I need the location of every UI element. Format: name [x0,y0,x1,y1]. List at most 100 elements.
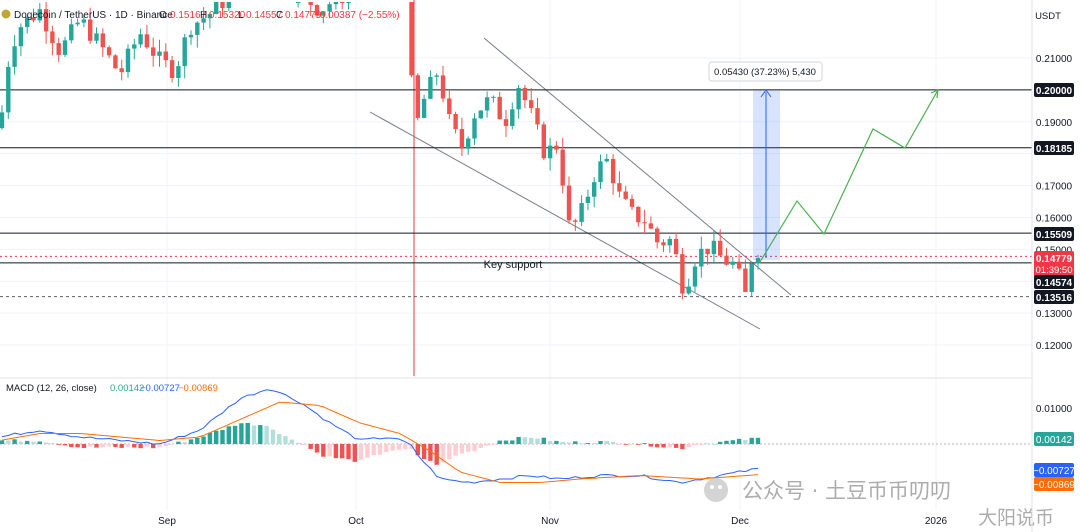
candle-body [522,87,528,101]
macd-hist-bar [125,444,131,447]
candle-body [579,202,584,222]
macd-hist-bar [415,444,420,456]
candle-body [484,97,490,111]
candle-body [182,37,187,67]
macd-hist-bar [377,444,383,455]
candle-body [421,98,427,118]
macd-hist-bar [239,423,244,444]
measure-label-box [708,61,823,82]
price-axis-tick: 0.15000 [1036,245,1073,256]
candle-body [736,261,742,269]
candle-body [18,27,24,47]
macd-hist-bar [245,422,250,444]
channel-upper-line[interactable] [483,37,792,296]
candle-body [415,75,420,118]
countdown-timer: 01:39:50 [1036,265,1073,276]
macd-hist-bar [755,437,761,444]
signal-badge: −0.00869 [1033,477,1075,491]
macd-hist-bar [692,444,698,446]
candle-body [705,248,710,255]
macd-hist-bar [56,444,61,445]
price-axis-tick: 0.17000 [1036,182,1073,193]
macd-hist-bar [188,439,194,444]
candle-body [692,266,698,287]
projection-path[interactable] [759,89,939,263]
svg-text:−0.00869: −0.00869 [1033,480,1075,491]
macd-hist-bar [88,444,93,447]
candle-body [648,223,654,229]
candle-body [434,75,439,77]
macd-hist-bar [0,440,5,444]
candle-body [497,96,502,120]
macd-hist-bar [94,444,99,448]
macd-hist-bar [100,444,105,448]
candle-body [56,43,61,55]
macd-hist-bar [585,443,591,444]
candle-body [699,248,704,267]
candle-body [327,4,332,12]
svg-text:0.20000: 0.20000 [1036,86,1073,97]
time-label-oct: Oct [348,516,364,527]
candle-body [75,22,80,25]
candle-body [598,161,603,183]
macd-hist-bar [403,444,408,450]
macd-hist-bar [62,444,68,446]
macd-title[interactable]: MACD (12, 26, close) [6,383,97,394]
candle-body [623,191,628,199]
macd-hist-bar [220,429,225,444]
macd-hist-bar [484,444,490,446]
macd-hist-bar [358,444,364,460]
candle-body [188,34,194,38]
candle-body [453,114,458,130]
time-label-2026: 2026 [925,516,948,527]
macd-hist-bar [314,444,320,453]
candle-body [655,228,660,243]
candle-body [132,44,137,49]
macd-hist-bar [453,444,458,456]
macd-hist-bar [623,444,628,445]
macd-histogram [0,422,761,465]
price-axis-ticks[interactable]: 0.21000 0.19000 0.17000 0.16000 0.15000 0.130… [1036,54,1073,352]
candle-body [314,4,320,16]
candle-body [100,33,105,48]
candle-body [308,2,313,5]
macd-hist-bar [283,436,288,444]
ohlc-l-label: L [238,10,244,21]
macd-hist-bar [226,426,231,444]
macd-hist-bar [579,443,584,445]
macd-hist-bar [560,441,565,444]
projection-arrowhead [930,89,939,99]
macd-hist-bar [497,440,502,444]
ohlc-o-value: 0.15167 [170,10,207,21]
svg-text:0.14574: 0.14574 [1036,278,1073,289]
macd-hist-bar [667,444,672,448]
macd-hist-bar [365,444,370,458]
signal-readout: −0.00869 [178,383,218,394]
candle-body [151,47,156,56]
currency-label[interactable]: USDT [1035,11,1061,22]
candle-body [346,2,351,3]
macd-hist-bar [258,425,263,444]
ohlc-c-label: C [276,10,283,21]
macd-hist-bar [302,444,307,445]
macd-hist-bar [724,440,729,444]
macd-hist-readout: 0.00142 [110,383,144,394]
macd-hist-bar [510,440,515,444]
candle-body [207,14,213,19]
candle-body [661,242,666,246]
candle-body [94,33,99,41]
macd-hist-bar [459,444,465,454]
macd-hist-bar [409,444,414,449]
macd-hist-bar [711,443,717,445]
macd-hist-bar [547,440,553,444]
macd-hist-bar [169,444,175,445]
macd-hist-bar [440,444,446,463]
candle-body [529,100,534,109]
candle-body [503,119,509,126]
candle-body [686,286,691,294]
candle-body [743,268,748,292]
candle-body [447,98,452,115]
svg-text:0.13516: 0.13516 [1036,293,1073,304]
symbol-title[interactable]: Dogecoin / TetherUS · 1D · Binance [14,10,173,21]
